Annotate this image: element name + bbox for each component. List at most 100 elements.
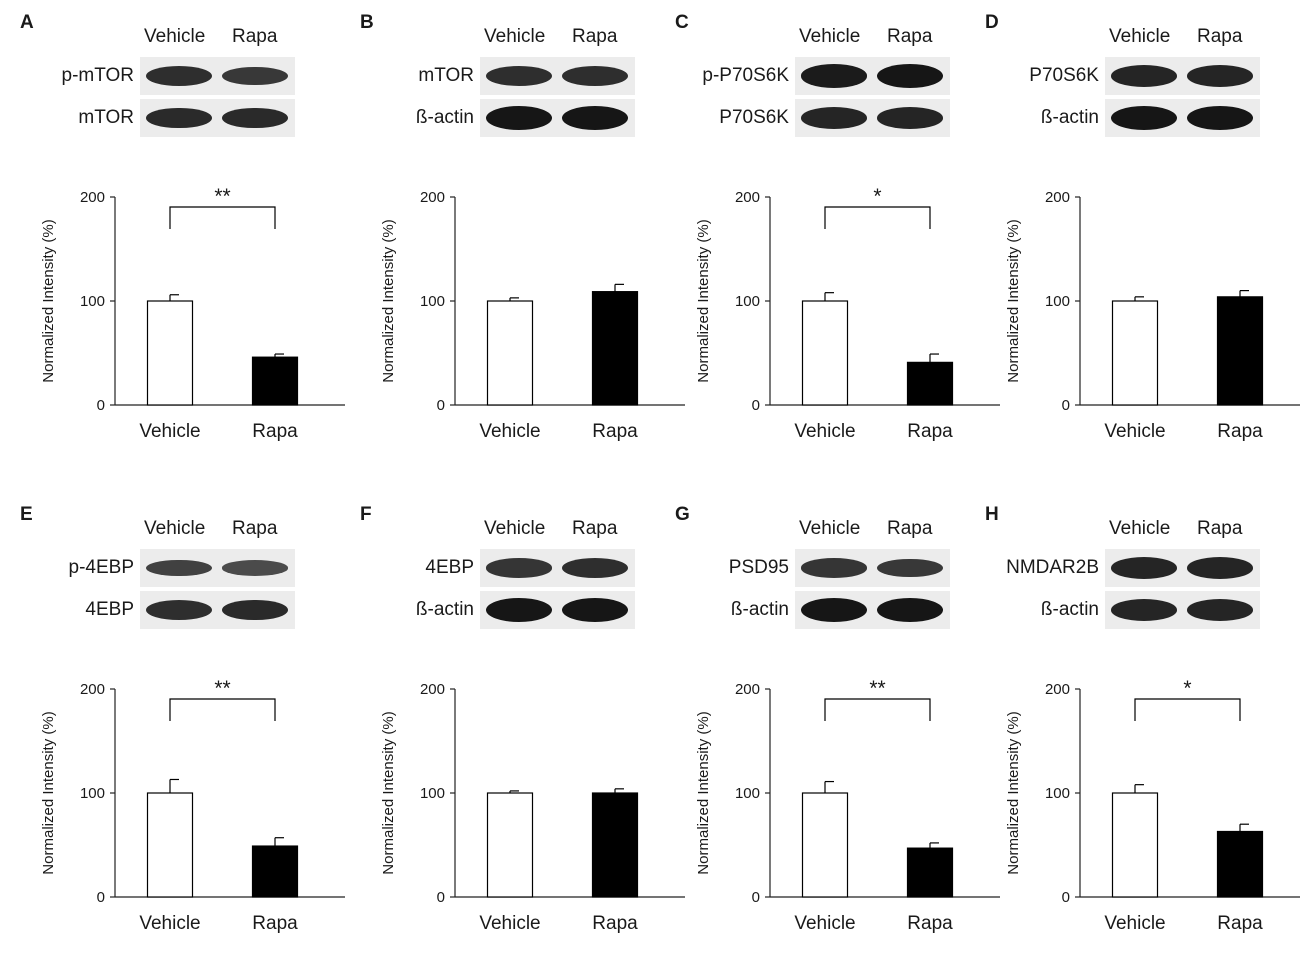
bar-chart: 0 100 200 Normalized Intensity (%) Vehicle Ra… (1005, 189, 1300, 442)
y-tick-label: 100 (735, 785, 760, 802)
panel-c: C Vehicle Rapa p-P70S6K P70S6K 0 100 200 Normali… (675, 12, 1005, 457)
blot-strip (480, 99, 635, 137)
bar-chart: 0 100 200 Normalized Intensity (%) Vehicle Ra… (1005, 677, 1300, 934)
significance-marker: * (873, 185, 881, 208)
blot-band (801, 107, 867, 129)
bar-rapa (906, 361, 954, 406)
blot-strip (795, 591, 950, 629)
significance-bracket (824, 698, 931, 721)
bar-rapa (251, 845, 299, 898)
blot-row-label: ß-actin (1040, 599, 1099, 620)
significance-bracket (1134, 698, 1241, 721)
blot-band (486, 598, 552, 622)
blot-column-header: Vehicle (144, 26, 206, 47)
blot-band (562, 598, 628, 622)
plot-area: 0 100 200 Normalized Intensity (%) Vehicle Ra… (40, 677, 345, 934)
category-label: Rapa (1217, 421, 1263, 442)
plot-area: 0 100 200 Normalized Intensity (%) Vehicle Ra… (1005, 189, 1300, 442)
bar-rapa (1216, 830, 1264, 898)
blot-band (877, 598, 943, 622)
blot-band (146, 107, 212, 129)
blot-strip (1105, 57, 1260, 95)
bar-rapa (591, 792, 639, 898)
blot-row-label: ß-actin (415, 599, 474, 620)
panel-f: F Vehicle Rapa 4EBP ß-actin 0 100 200 Normalized… (360, 504, 690, 949)
y-tick-label: 200 (80, 681, 105, 698)
y-tick-label: 200 (420, 189, 445, 206)
y-tick-label: 200 (1045, 189, 1070, 206)
panel-b: B Vehicle Rapa mTOR ß-actin 0 100 200 Normalized… (360, 12, 690, 457)
blot-band (146, 600, 212, 620)
plot-area: 0 100 200 Normalized Intensity (%) Vehicle Ra… (380, 189, 685, 442)
y-axis-label: Normalized Intensity (%) (1005, 219, 1022, 382)
blot-band (1111, 599, 1177, 621)
bar-vehicle (486, 792, 534, 898)
blot-strip (1105, 99, 1260, 137)
blot-band (222, 107, 288, 129)
blot-strip (140, 57, 295, 95)
blot-band (1187, 65, 1253, 87)
y-tick-label: 100 (1045, 785, 1070, 802)
blot-band (562, 66, 628, 86)
y-axis-label: Normalized Intensity (%) (380, 711, 397, 874)
blot-band (801, 598, 867, 622)
blot-strip (1105, 549, 1260, 587)
blot-strip (480, 57, 635, 95)
blot-row-label: p-mTOR (61, 65, 134, 86)
plot-area: 0 100 200 Normalized Intensity (%) Vehicle Ra… (380, 681, 685, 934)
blot-row-label: 4EBP (85, 599, 134, 620)
category-label: Vehicle (1104, 421, 1165, 442)
y-tick-label: 0 (752, 397, 760, 414)
y-tick-label: 100 (1045, 293, 1070, 310)
bar-vehicle (146, 792, 194, 898)
significance-marker: ** (214, 185, 230, 208)
y-tick-label: 200 (735, 681, 760, 698)
blot-band (801, 558, 867, 578)
y-axis-label: Normalized Intensity (%) (695, 711, 712, 874)
blot-strip (140, 549, 295, 587)
significance-marker: ** (214, 677, 230, 700)
blot-band (1187, 599, 1253, 621)
blot-column-header: Rapa (887, 518, 933, 539)
y-tick-label: 100 (420, 293, 445, 310)
bar-chart: 0 100 200 Normalized Intensity (%) Vehicle Ra… (695, 185, 1000, 442)
blot-row-label: NMDAR2B (1006, 557, 1099, 578)
significance-bracket (824, 206, 931, 229)
blot-strip (480, 591, 635, 629)
y-tick-label: 100 (735, 293, 760, 310)
blot-band (1111, 557, 1177, 579)
y-tick-label: 0 (752, 889, 760, 906)
y-axis-label: Normalized Intensity (%) (40, 711, 57, 874)
blot-band (486, 558, 552, 578)
y-tick-label: 0 (97, 889, 105, 906)
bar-vehicle (486, 300, 534, 406)
y-tick-label: 100 (80, 293, 105, 310)
bar-chart: 0 100 200 Normalized Intensity (%) Vehicle Ra… (380, 189, 685, 442)
blot-strip (1105, 591, 1260, 629)
plot-area: 0 100 200 Normalized Intensity (%) Vehicle Ra… (40, 185, 345, 442)
bar-vehicle (801, 300, 849, 406)
y-tick-label: 0 (1062, 397, 1070, 414)
category-label: Vehicle (479, 421, 540, 442)
blot-column-header: Vehicle (1109, 518, 1171, 539)
blot-strip (140, 99, 295, 137)
blot-row-label: p-4EBP (68, 557, 134, 578)
y-tick-label: 200 (1045, 681, 1070, 698)
blot-column-header: Rapa (572, 518, 618, 539)
blot-strip (795, 549, 950, 587)
blot-band (222, 66, 288, 86)
blot-row-label: mTOR (418, 65, 474, 86)
blot-band (877, 64, 943, 88)
category-label: Vehicle (794, 421, 855, 442)
y-axis-label: Normalized Intensity (%) (695, 219, 712, 382)
blot-row-label: 4EBP (425, 557, 474, 578)
category-label: Vehicle (479, 913, 540, 934)
y-tick-label: 100 (80, 785, 105, 802)
blot-band (1187, 106, 1253, 130)
bar-vehicle (1111, 300, 1159, 406)
bar-vehicle (801, 792, 849, 898)
blot-row-label: ß-actin (1040, 107, 1099, 128)
blot-column-header: Rapa (232, 518, 278, 539)
bar-vehicle (1111, 792, 1159, 898)
panel-a: A Vehicle Rapa p-mTOR mTOR 0 100 200 Normalized … (20, 12, 350, 457)
